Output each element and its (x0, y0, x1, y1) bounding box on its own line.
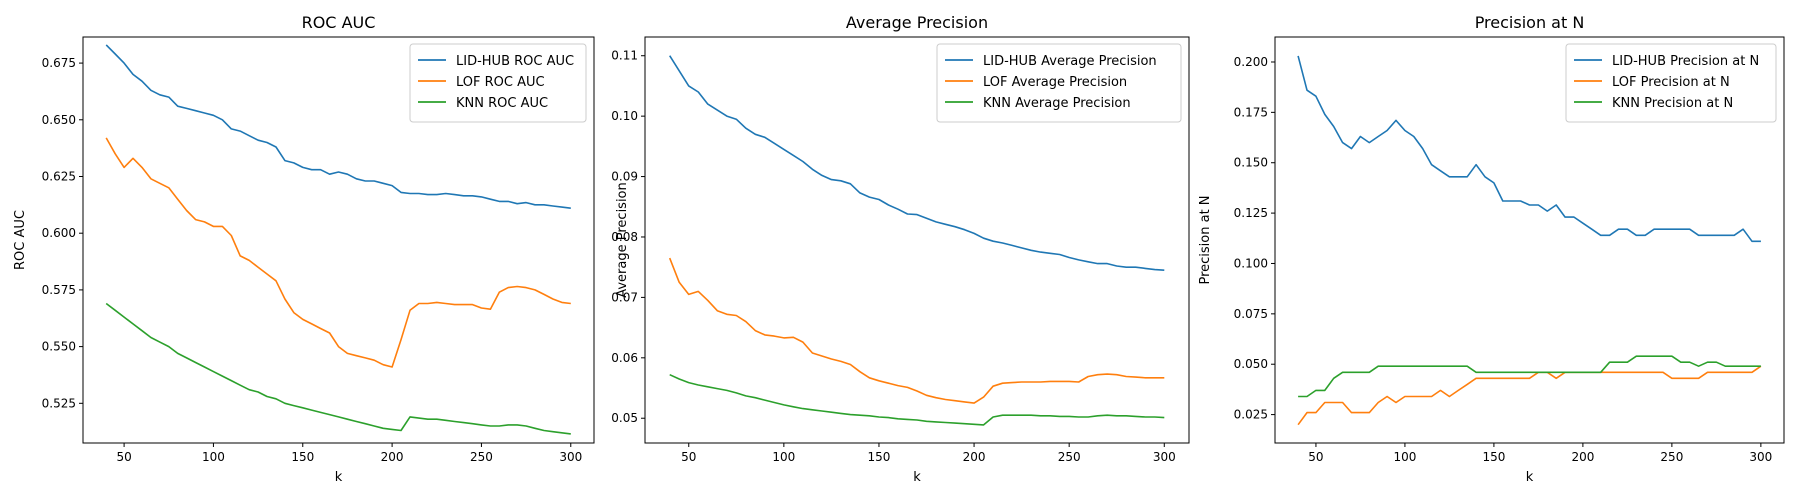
x-tick-label: 100 (1393, 450, 1416, 464)
y-ticks: 0.025 0.050 0.075 0.100 0.125 0.150 0.175 0.200 (1234, 55, 1275, 422)
y-axis-label: Precision at N (1198, 195, 1213, 284)
y-tick-label: 0.050 (1234, 357, 1268, 371)
x-ticks: 50 100 150 200 250 300 (116, 443, 582, 464)
x-ticks: 50 100 150 200 250 300 (681, 443, 1176, 464)
y-tick-label: 0.10 (611, 109, 638, 123)
x-tick-label: 300 (1153, 450, 1176, 464)
x-tick-label: 150 (291, 450, 314, 464)
series-line-lid-hub-roc-auc (105, 44, 571, 209)
y-tick-label: 0.06 (611, 351, 638, 365)
y-tick-label: 0.025 (1234, 408, 1268, 422)
panel-title: Precision at N (1475, 13, 1585, 32)
y-tick-label: 0.575 (42, 283, 76, 297)
y-tick-label: 0.05 (611, 411, 638, 425)
y-tick-label: 0.650 (42, 113, 76, 127)
legend-entry: LID-HUB Precision at N (1612, 54, 1759, 69)
series-lines (668, 55, 1165, 426)
x-tick-label: 300 (559, 450, 582, 464)
y-tick-label: 0.100 (1234, 256, 1268, 270)
series-line-lof-precision-at-n (1297, 365, 1762, 426)
y-tick-label: 0.09 (611, 170, 638, 184)
plot-frame (82, 36, 595, 444)
x-tick-label: 50 (1308, 450, 1323, 464)
legend-box (1565, 43, 1777, 123)
average-precision-panel: Average Precision k Average Precision 50… (611, 13, 1190, 485)
legend-box (936, 43, 1182, 123)
y-tick-label: 0.525 (42, 396, 76, 410)
x-tick-label: 100 (202, 450, 225, 464)
x-axis-label: k (913, 470, 921, 485)
x-tick-label: 150 (868, 450, 891, 464)
x-tick-label: 200 (381, 450, 404, 464)
y-tick-label: 0.200 (1234, 55, 1268, 69)
y-ticks: 0.05 0.06 0.07 0.08 0.09 0.10 0.11 (611, 49, 645, 425)
y-ticks: 0.525 0.550 0.575 0.600 0.625 0.650 0.675 (42, 56, 83, 410)
legend-entry: LID-HUB ROC AUC (456, 54, 574, 69)
x-ticks: 50 100 150 200 250 300 (1308, 443, 1772, 464)
series-lines (1297, 55, 1762, 426)
x-axis-label: k (1526, 470, 1534, 485)
y-tick-label: 0.675 (42, 56, 76, 70)
legend-entry: LOF ROC AUC (456, 75, 545, 90)
panel-title: ROC AUC (302, 13, 376, 32)
y-tick-label: 0.125 (1234, 206, 1268, 220)
series-line-lof-roc-auc (105, 137, 571, 368)
series-line-knn-precision-at-n (1298, 355, 1761, 398)
legend: LID-HUB Precision at N LOF Precision at N… (1565, 43, 1777, 123)
y-tick-label: 0.075 (1234, 307, 1268, 321)
legend-entry: LID-HUB Average Precision (983, 54, 1157, 69)
y-tick-label: 0.625 (42, 169, 76, 183)
legend-entry: LOF Average Precision (983, 75, 1127, 90)
legend-box (409, 43, 587, 123)
legend-entry: KNN Average Precision (983, 96, 1131, 111)
legend-entry: KNN Precision at N (1612, 96, 1733, 111)
x-tick-label: 100 (772, 450, 795, 464)
series-line-knn-average-precision (669, 373, 1165, 426)
y-tick-label: 0.150 (1234, 156, 1268, 170)
legend: LID-HUB ROC AUC LOF ROC AUC KNN ROC AUC (409, 43, 587, 123)
series-line-knn-roc-auc (105, 302, 571, 435)
legend-entry: KNN ROC AUC (456, 96, 548, 111)
x-tick-label: 200 (963, 450, 986, 464)
x-axis-label: k (335, 470, 343, 485)
y-tick-label: 0.550 (42, 340, 76, 354)
series-line-lid-hub-precision-at-n (1297, 55, 1761, 243)
series-lines (105, 44, 571, 435)
precision-at-n-panel: Precision at N k Precision at N 50 100 150… (1198, 13, 1785, 485)
y-tick-label: 0.07 (611, 290, 638, 304)
x-tick-label: 300 (1749, 450, 1772, 464)
plot-frame (1274, 36, 1785, 444)
y-axis-label: Average Precision (615, 182, 630, 298)
x-tick-label: 150 (1482, 450, 1505, 464)
y-axis-label: ROC AUC (13, 210, 28, 270)
legend: LID-HUB Average Precision LOF Average Pre… (936, 43, 1182, 123)
y-tick-label: 0.08 (611, 230, 638, 244)
series-line-lof-average-precision (668, 257, 1165, 404)
y-tick-label: 0.11 (611, 49, 638, 63)
roc-auc-panel: ROC AUC k ROC AUC 50 100 150 200 250 300 0.525… (13, 13, 595, 485)
x-tick-label: 50 (116, 450, 131, 464)
plot-frame (644, 36, 1190, 444)
series-line-lid-hub-average-precision (669, 55, 1165, 271)
y-tick-label: 0.600 (42, 226, 76, 240)
x-tick-label: 200 (1571, 450, 1594, 464)
x-tick-label: 50 (681, 450, 696, 464)
y-tick-label: 0.175 (1234, 105, 1268, 119)
x-tick-label: 250 (1058, 450, 1081, 464)
x-tick-label: 250 (1660, 450, 1683, 464)
panel-title: Average Precision (846, 13, 988, 32)
x-tick-label: 250 (470, 450, 493, 464)
legend-entry: LOF Precision at N (1612, 75, 1730, 90)
